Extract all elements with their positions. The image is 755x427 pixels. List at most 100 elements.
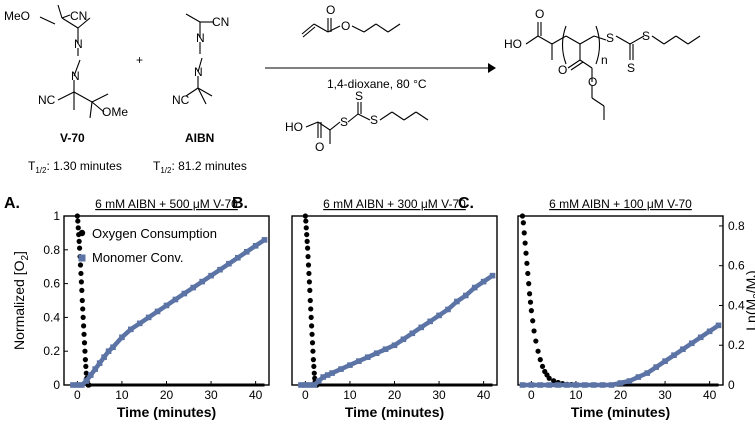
panel-3-oxygen-point xyxy=(523,250,529,256)
panel-3-monomer-line xyxy=(522,323,720,388)
panel-1-oxygen-point xyxy=(75,218,81,224)
cta-sulfur-1: S xyxy=(340,115,348,129)
product-repeat-n: n xyxy=(601,53,608,67)
cta-sulfur-3: S xyxy=(370,113,378,127)
panel-1-y-tick-label: 0.8 xyxy=(43,243,60,257)
panel-1-legend-oxygen-marker xyxy=(78,229,86,237)
panel-3-oxygen-point xyxy=(521,230,527,236)
reaction-scheme: MeO CN N N NC OMe V-70 T1/2: 1.30 minute… xyxy=(4,3,701,175)
panel-2-x-tick-label: 40 xyxy=(477,388,491,402)
panel-2-x-tick-label: 20 xyxy=(388,388,402,402)
v70-nitrogen-upper: N xyxy=(74,37,83,51)
panel-3-oxygen-point xyxy=(537,357,543,363)
v70-methoxy-bottom-label: OMe xyxy=(102,105,128,119)
panel-3-x-tick-label: 30 xyxy=(658,388,672,402)
panel-3-x-tick-label: 10 xyxy=(569,388,583,402)
panel-3-right-y-tick-label: 0.8 xyxy=(728,219,745,233)
acrylate-ester-oxygen: O xyxy=(341,19,350,33)
plus-sign: + xyxy=(136,53,143,67)
product-sulfur-2: S xyxy=(642,29,650,43)
panel-2-monomer-line xyxy=(300,273,494,388)
panel-1-y-tick-label: 0.6 xyxy=(43,277,60,291)
panel-2-oxygen-point xyxy=(310,357,316,363)
panel-1-y-tick-label: 0.2 xyxy=(43,344,60,358)
panel-2-x-axis-label: Time (minutes) xyxy=(345,404,444,420)
panel-2-label: B. xyxy=(232,195,248,212)
panel-1-x-tick-label: 20 xyxy=(160,388,174,402)
acrylate-carbonyl-oxygen: O xyxy=(326,3,335,17)
panel-3-right-y-tick-label: 0.4 xyxy=(728,298,745,312)
product-hydroxyl-label: HO xyxy=(504,37,522,51)
panel-2-oxygen-point xyxy=(310,348,316,354)
panel-1-legend-monomer-marker xyxy=(78,254,86,262)
panel-3-oxygen-point xyxy=(551,378,557,384)
panel-3-x-tick-label: 20 xyxy=(614,388,628,402)
panel-2-oxygen-point xyxy=(305,253,311,260)
panel-2-oxygen-point xyxy=(306,279,312,285)
panel-2-oxygen-point xyxy=(307,287,313,293)
panel-2-x-tick-label: 0 xyxy=(302,388,309,402)
panel-1-y-tick-label: 1 xyxy=(53,209,60,223)
v70-cyano-top-label: CN xyxy=(70,9,87,23)
panel-1-x-tick-label: 30 xyxy=(204,388,218,402)
panel-1-oxygen-point xyxy=(77,262,84,268)
panel-3-oxygen-point xyxy=(525,270,531,277)
panel-1-legend-oxygen-label: Oxygen Consumption xyxy=(92,226,217,241)
panel-2-x-tick-label: 30 xyxy=(432,388,446,402)
panel-1-oxygen-point xyxy=(76,245,83,251)
panel-3-right-y-tick-label: 0.6 xyxy=(728,259,745,273)
panel-3-right-y-tick-label: 0.2 xyxy=(728,338,745,352)
panel-1-oxygen-point xyxy=(83,363,89,370)
panel-2-oxygen-point xyxy=(309,323,315,329)
cta-sulfur-2: S xyxy=(355,89,363,103)
panel-2-monomer-point xyxy=(489,272,496,279)
v70-nitrogen-lower: N xyxy=(71,69,80,83)
panel-2-oxygen-point xyxy=(307,297,313,304)
panel-1-oxygen-point xyxy=(81,323,87,329)
product-ester-oxygen: O xyxy=(588,75,597,89)
panel-1-oxygen-point xyxy=(83,370,89,376)
panel-2-plot-frame xyxy=(291,215,498,386)
product-ester-carbonyl-oxygen: O xyxy=(558,63,567,77)
panel-3-oxygen-point xyxy=(522,240,528,246)
panel-2-oxygen-point xyxy=(304,238,310,244)
panel-3-monomer-point xyxy=(519,382,526,388)
v70-cyano-bottom-label: NC xyxy=(38,93,56,107)
cta-hydroxyl-label: HO xyxy=(285,120,303,134)
panel-3-oxygen-point xyxy=(533,338,539,344)
product-sulfur-1: S xyxy=(606,31,614,45)
aibn-nitrogen-lower: N xyxy=(194,65,203,79)
panel-3-oxygen-point xyxy=(546,375,552,381)
panel-1-title: 6 mM AIBN + 500 μM V-70 xyxy=(95,197,238,211)
panel-1-plot-frame xyxy=(63,215,270,386)
panel-3-oxygen-point xyxy=(524,260,530,266)
panel-1-x-tick-label: 10 xyxy=(115,388,129,402)
panel-1-oxygen-point xyxy=(80,306,86,312)
aibn-nitrogen-upper: N xyxy=(196,31,205,45)
panel-1-monomer-point xyxy=(261,237,268,243)
product-sulfur-3: S xyxy=(627,61,635,75)
panel-1-oxygen-point xyxy=(79,287,85,293)
v70-halflife: T1/2: 1.30 minutes xyxy=(28,159,122,175)
panel-1-oxygen-point xyxy=(75,225,81,231)
panel-2-oxygen-point xyxy=(311,363,317,370)
aibn-name: AIBN xyxy=(185,131,214,145)
panel-3-plot-frame xyxy=(517,215,724,386)
panel-2-oxygen-point xyxy=(305,262,312,268)
aibn-cyano-top-label: CN xyxy=(212,15,229,29)
panel-3-oxygen-point xyxy=(519,213,526,219)
cta-oxygen-label: O xyxy=(315,140,324,154)
panel-3-x-tick-label: 0 xyxy=(528,388,535,402)
panel-3-right-y-axis-label: Ln(M0/Mt) xyxy=(743,270,755,330)
panel-1-legend-monomer-label: Monomer Conv. xyxy=(92,250,184,265)
reaction-arrow-head xyxy=(488,63,496,73)
panel-1-oxygen-point xyxy=(82,348,88,354)
panel-2-x-tick-label: 10 xyxy=(343,388,357,402)
v70-methoxy-label: MeO xyxy=(4,9,30,23)
panel-2-oxygen-point xyxy=(302,213,308,219)
aibn-halflife: T1/2: 81.2 minutes xyxy=(153,159,247,175)
panel-3-right-y-tick-label: 0 xyxy=(728,378,735,392)
panel-3-title: 6 mM AIBN + 100 μM V-70 xyxy=(549,197,692,211)
panel-1-x-tick-label: 0 xyxy=(74,388,81,402)
